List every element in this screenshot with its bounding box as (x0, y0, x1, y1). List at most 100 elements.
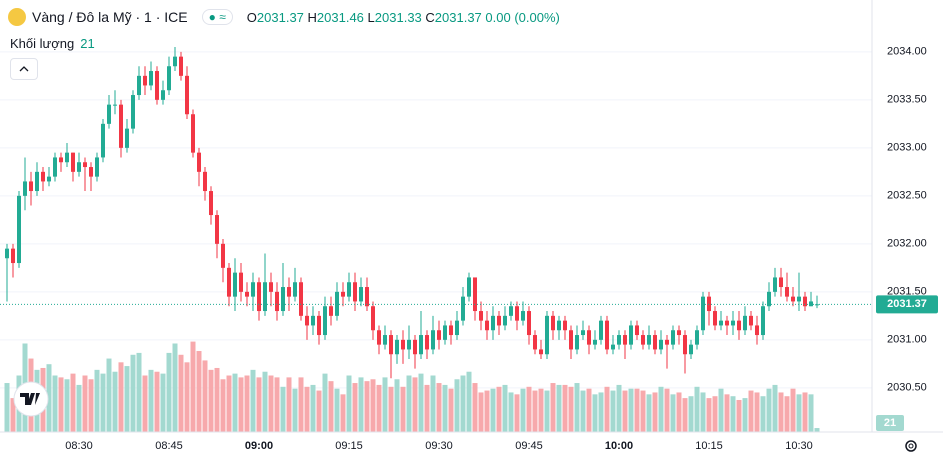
volume-bar (610, 390, 616, 432)
candle-body (203, 171, 207, 192)
x-tick-label: 10:15 (695, 440, 723, 452)
y-tick-label: 2034.00 (887, 46, 927, 58)
x-tick-label: 10:00 (605, 440, 633, 452)
collapse-button[interactable] (10, 58, 38, 80)
x-tick-label: 09:00 (245, 440, 273, 452)
volume-bar (94, 369, 100, 432)
y-tick-label: 2033.00 (887, 142, 927, 154)
candle-body (749, 315, 753, 326)
volume-bar (700, 392, 706, 432)
volume-bar (676, 392, 682, 432)
candle-body (815, 304, 819, 306)
candle-body (131, 95, 135, 129)
status-badge[interactable]: ● ≈ (201, 9, 233, 25)
volume-bar (586, 388, 592, 432)
candle-body (527, 311, 531, 336)
volume-bar (712, 396, 718, 432)
candle-body (641, 335, 645, 345)
settings-icon[interactable] (905, 440, 917, 452)
candle-body (77, 162, 81, 172)
candle-body (431, 330, 435, 350)
candle-body (803, 296, 807, 307)
candle-body (701, 296, 705, 331)
candle-body (461, 296, 465, 321)
volume-bar (772, 384, 778, 432)
low-value: 2031.33 (374, 9, 422, 25)
volume-bar (310, 384, 316, 432)
volume-bar (238, 377, 244, 432)
volume-bar (718, 388, 724, 432)
candle-body (5, 248, 9, 259)
volume-bar (538, 388, 544, 432)
candle-body (173, 56, 177, 67)
candle-body (167, 66, 171, 91)
candle-body (281, 287, 285, 312)
volume-bar (784, 396, 790, 432)
volume-bar (628, 388, 634, 432)
candle-body (347, 282, 351, 297)
volume-bar (448, 388, 454, 432)
candle-body (395, 339, 399, 355)
candle-body (191, 114, 195, 153)
volume-bar (130, 354, 136, 432)
candle-body (593, 339, 597, 345)
ohlc-label: L (367, 9, 375, 25)
candle-body (743, 315, 747, 331)
candle-body (119, 104, 123, 148)
candle-body (17, 195, 21, 264)
volume-bar (394, 379, 400, 432)
candle-body (599, 320, 603, 340)
candle-body (47, 176, 51, 182)
candle-body (383, 335, 387, 345)
candle-body (689, 344, 693, 355)
series (4, 47, 820, 432)
candle-body (179, 56, 183, 76)
candle-body (59, 157, 63, 163)
candle-body (239, 272, 243, 292)
volume-bar (232, 373, 238, 432)
volume-bar (346, 375, 352, 432)
volume-bar (70, 373, 76, 432)
candle-body (263, 282, 267, 312)
candle-body (605, 320, 609, 350)
ohlc: O2031.37 H2031.46 L2031.33 C2031.37 0.00… (247, 10, 560, 25)
volume-bar (580, 390, 586, 432)
volume-bar (10, 398, 16, 432)
volume-bar (562, 384, 568, 432)
candle-body (371, 306, 375, 331)
volume-bar (622, 390, 628, 432)
volume-bar (154, 371, 160, 432)
volume-bar (370, 379, 376, 432)
ohlc-label: C (425, 9, 435, 25)
candle-body (809, 301, 813, 307)
high-value: 2031.46 (316, 9, 364, 25)
candle-body (719, 320, 723, 326)
candle-body (725, 320, 729, 326)
candle-body (407, 339, 411, 350)
candle-body (479, 311, 483, 321)
candle-body (107, 104, 111, 124)
candle-body (503, 315, 507, 326)
candle-body (713, 311, 717, 326)
candle-body (557, 320, 561, 331)
x-tick-label: 08:30 (65, 440, 93, 452)
candle-body (89, 167, 93, 177)
volume-bar (724, 394, 730, 432)
volume-bar (754, 392, 760, 432)
candle-body (779, 277, 783, 288)
candle-body (629, 325, 633, 345)
candle-body (221, 243, 225, 268)
volume-bar (184, 362, 190, 432)
volume-bar (250, 369, 256, 432)
volume-bar (466, 371, 472, 432)
candle-body (305, 315, 309, 326)
volume-bar (148, 369, 154, 432)
close-value: 2031.37 (434, 9, 482, 25)
volume-bar (706, 398, 712, 432)
candle-body (95, 157, 99, 177)
symbol-title[interactable]: Vàng / Đô la Mỹ · 1 · ICE (32, 9, 188, 25)
volume-bar (634, 388, 640, 432)
open-value: 2031.37 (256, 9, 304, 25)
volume-bar (334, 388, 340, 432)
